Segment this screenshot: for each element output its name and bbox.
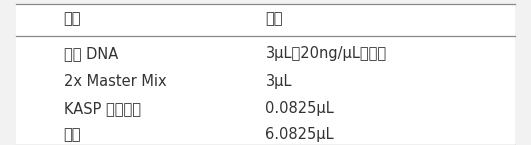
Text: KASP 化验引物: KASP 化验引物 — [64, 101, 141, 116]
Text: 6.0825μL: 6.0825μL — [266, 127, 334, 142]
Text: 3μL: 3μL — [266, 74, 292, 89]
Text: 总和: 总和 — [64, 127, 81, 142]
Text: 3μL（20ng/μL左右）: 3μL（20ng/μL左右） — [266, 46, 387, 61]
Text: 体积: 体积 — [266, 11, 283, 26]
Text: 0.0825μL: 0.0825μL — [266, 101, 334, 116]
Text: 模板 DNA: 模板 DNA — [64, 46, 118, 61]
Text: 2x Master Mix: 2x Master Mix — [64, 74, 166, 89]
Text: 药品: 药品 — [64, 11, 81, 26]
